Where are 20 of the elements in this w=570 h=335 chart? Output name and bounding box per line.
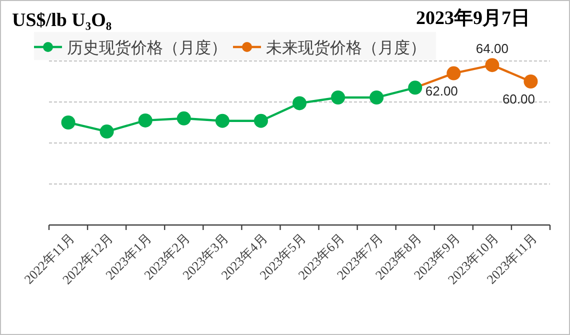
data-label: 62.00 xyxy=(425,83,458,98)
point xyxy=(254,114,268,128)
point xyxy=(524,74,538,88)
chart-title: US$/lb U₃O₈ xyxy=(12,10,112,31)
point xyxy=(446,66,461,80)
point xyxy=(61,116,76,130)
point xyxy=(370,90,384,104)
point xyxy=(485,58,500,72)
data-label: 60.00 xyxy=(502,92,536,106)
point xyxy=(138,113,152,128)
point xyxy=(100,124,114,139)
point xyxy=(408,80,422,95)
legend-label: 历史现货价格（月度） xyxy=(67,39,227,57)
point xyxy=(176,111,191,126)
legend-label: 未来现货价格（月度） xyxy=(266,39,426,57)
point xyxy=(215,114,230,128)
point xyxy=(292,96,306,110)
point xyxy=(331,90,346,104)
chart-subtitle: 2023年9月7日 xyxy=(416,8,530,29)
data-label: 64.00 xyxy=(476,41,508,56)
